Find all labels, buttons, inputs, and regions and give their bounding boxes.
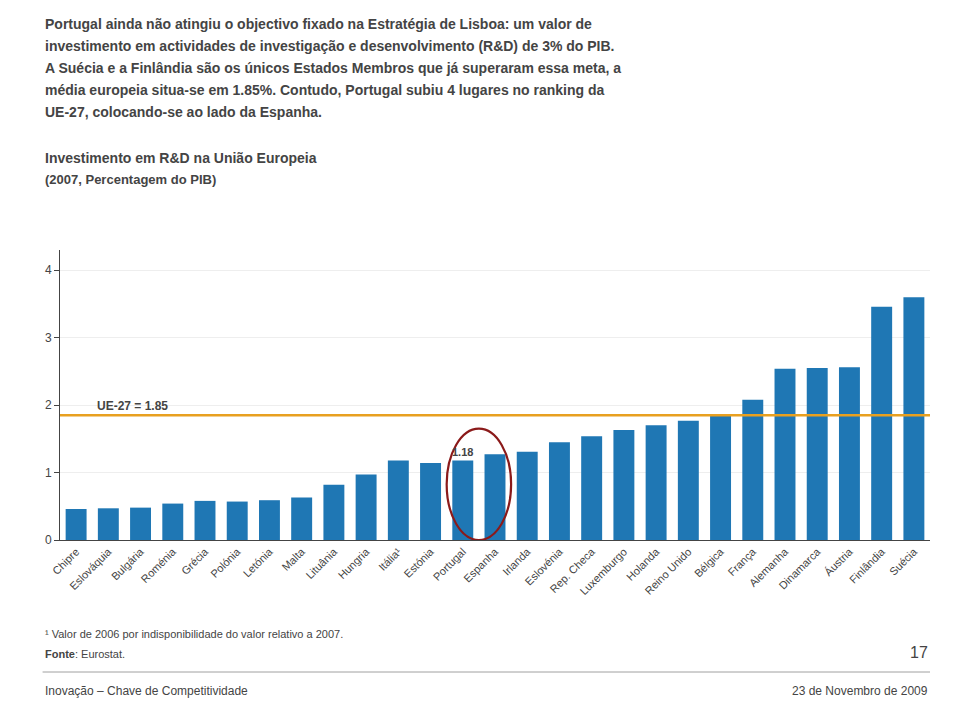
svg-text:(2007, Percentagem do PIB): (2007, Percentagem do PIB)	[45, 172, 216, 187]
svg-text:Portugal: Portugal	[431, 546, 468, 583]
svg-text:A Suécia e a Finlândia são os: A Suécia e a Finlândia são os únicos Est…	[45, 60, 621, 76]
svg-text:investimento em actividades de: investimento em actividades de investiga…	[45, 38, 615, 54]
svg-text:Espanha: Espanha	[461, 545, 501, 585]
svg-text:23 de Novembro de 2009: 23 de Novembro de 2009	[792, 684, 928, 698]
svg-text:Eslováquia: Eslováquia	[67, 545, 114, 592]
svg-text:média europeia situa-se em 1.8: média europeia situa-se em 1.85%. Contud…	[45, 82, 605, 98]
svg-text:Rep. Checa: Rep. Checa	[547, 545, 597, 595]
svg-text:¹ Valor de 2006 por indisponib: ¹ Valor de 2006 por indisponibilidade do…	[45, 628, 343, 640]
svg-text:Portugal ainda não atingiu o o: Portugal ainda não atingiu o objectivo f…	[45, 16, 592, 32]
svg-text:Estónia: Estónia	[401, 545, 436, 580]
svg-text:Fonte: Eurostat.: Fonte: Eurostat.	[45, 648, 125, 660]
svg-text:Malta: Malta	[279, 545, 307, 573]
svg-text:17: 17	[910, 644, 928, 661]
svg-text:Roménia: Roménia	[138, 545, 178, 585]
svg-text:UE-27 = 1.85: UE-27 = 1.85	[97, 399, 168, 413]
svg-text:Itália¹: Itália¹	[376, 545, 404, 573]
svg-text:UE-27, colocando-se ao lado da: UE-27, colocando-se ao lado da Espanha.	[45, 104, 322, 120]
svg-text:Suécia: Suécia	[887, 545, 920, 578]
svg-text:1.18: 1.18	[452, 446, 473, 458]
svg-text:4: 4	[45, 263, 52, 277]
svg-text:Polónia: Polónia	[208, 545, 243, 580]
svg-text:Dinamarca: Dinamarca	[776, 545, 823, 592]
svg-text:Grécia: Grécia	[179, 545, 211, 577]
svg-text:Finlândia: Finlândia	[847, 545, 888, 586]
svg-text:0: 0	[45, 533, 52, 547]
svg-text:Holanda: Holanda	[624, 545, 662, 583]
svg-text:Chipre: Chipre	[50, 546, 81, 577]
svg-text:Áustria: Áustria	[822, 545, 855, 578]
svg-text:3: 3	[45, 331, 52, 345]
svg-text:Hungria: Hungria	[336, 545, 372, 581]
svg-text:Investimento em R&D na União E: Investimento em R&D na União Europeia	[45, 150, 317, 166]
svg-text:Luxemburgo: Luxemburgo	[577, 546, 629, 598]
svg-text:Irlanda: Irlanda	[500, 545, 533, 578]
svg-text:Letónia: Letónia	[241, 545, 276, 580]
svg-text:Eslovénia: Eslovénia	[523, 545, 566, 588]
svg-text:Reino Unido: Reino Unido	[642, 546, 693, 597]
svg-text:Inovação – Chave de Competitiv: Inovação – Chave de Competitividade	[45, 684, 248, 698]
svg-text:França: França	[725, 545, 758, 578]
svg-text:Bélgica: Bélgica	[692, 545, 727, 580]
svg-text:Bulgária: Bulgária	[109, 545, 147, 583]
svg-text:Alemanha: Alemanha	[747, 545, 791, 589]
svg-text:1: 1	[45, 466, 52, 480]
svg-text:Lituânia: Lituânia	[303, 545, 339, 581]
svg-text:2: 2	[45, 398, 52, 412]
